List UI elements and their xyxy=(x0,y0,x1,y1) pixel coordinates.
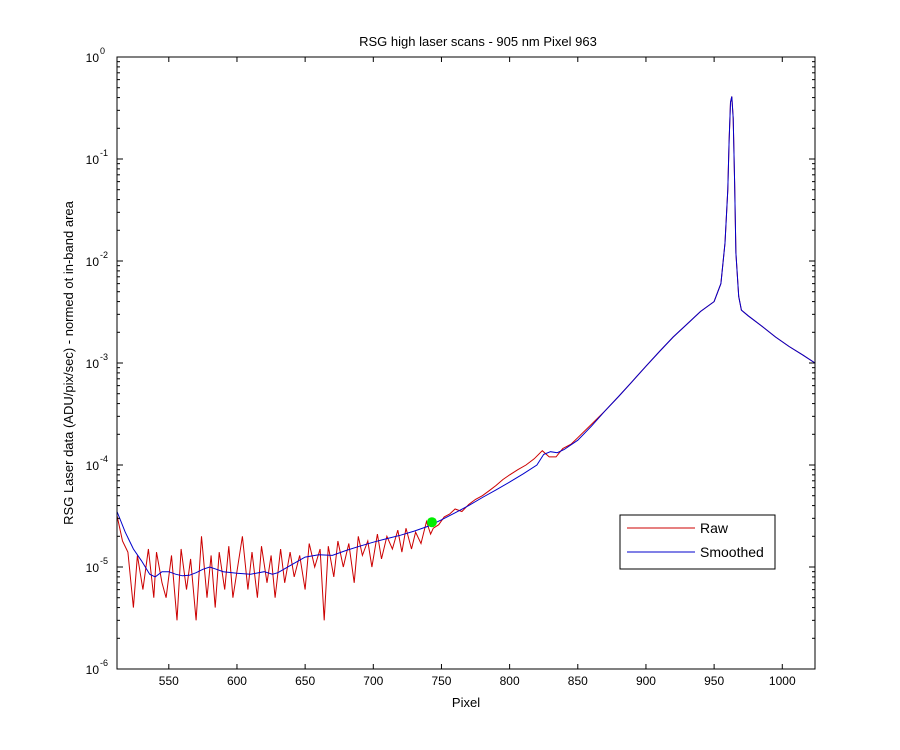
y-tick-label-exponent: -6 xyxy=(100,658,108,668)
legend-label-smoothed: Smoothed xyxy=(700,544,764,560)
y-tick-label-base: 10 xyxy=(86,459,100,473)
x-tick-label: 750 xyxy=(431,674,451,688)
x-tick-label: 650 xyxy=(295,674,315,688)
highlight-marker xyxy=(426,517,437,528)
x-tick-label: 850 xyxy=(568,674,588,688)
y-tick-label-exponent: -2 xyxy=(100,250,108,260)
x-tick-label: 550 xyxy=(159,674,179,688)
x-axis-label: Pixel xyxy=(452,695,480,710)
legend-label-raw: Raw xyxy=(700,520,729,536)
y-tick-label-base: 10 xyxy=(86,255,100,269)
y-tick-label-exponent: -5 xyxy=(100,556,108,566)
y-tick-label-exponent: -1 xyxy=(100,148,108,158)
y-tick-label-base: 10 xyxy=(86,561,100,575)
legend-box xyxy=(619,514,776,570)
marker-layer xyxy=(426,517,437,528)
legend: Raw Smoothed xyxy=(619,514,776,570)
chart-title: RSG high laser scans - 905 nm Pixel 963 xyxy=(359,34,597,49)
series-line-smoothed xyxy=(116,96,816,578)
x-tick-label: 1000 xyxy=(769,674,796,688)
plot-background xyxy=(117,57,815,669)
y-tick-label-exponent: -3 xyxy=(100,352,108,362)
y-tick-label-base: 10 xyxy=(86,51,100,65)
x-tick-label: 800 xyxy=(500,674,520,688)
y-tick-label-exponent: -4 xyxy=(100,454,108,464)
x-tick-label: 950 xyxy=(704,674,724,688)
x-tick-label: 600 xyxy=(227,674,247,688)
y-tick-label-base: 10 xyxy=(86,663,100,677)
y-tick-label-base: 10 xyxy=(86,357,100,371)
x-tick-label: 900 xyxy=(636,674,656,688)
x-axis: 550 600 650 700 750 800 850 900 950 1000 xyxy=(159,57,796,688)
series-layer xyxy=(116,96,816,621)
x-tick-label: 700 xyxy=(363,674,383,688)
plot-area xyxy=(116,56,816,670)
y-tick-label-exponent: 0 xyxy=(100,46,105,56)
y-tick-label-base: 10 xyxy=(86,153,100,167)
y-axis-label: RSG Laser data (ADU/pix/sec) - normed ot… xyxy=(61,200,76,524)
